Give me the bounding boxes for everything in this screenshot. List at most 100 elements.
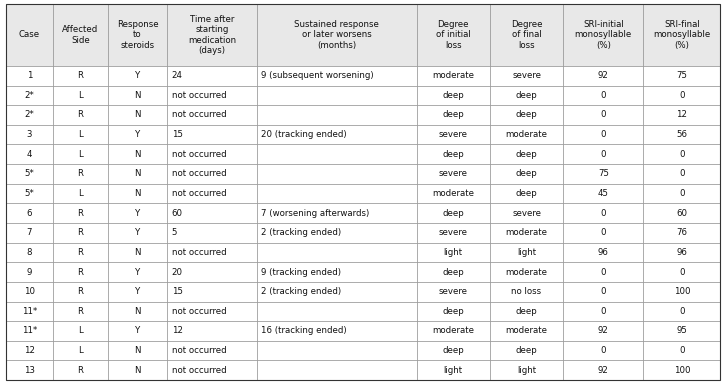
Text: moderate: moderate [505, 228, 547, 237]
Bar [490, 164, 563, 184]
Bar [643, 321, 720, 341]
Bar [108, 321, 167, 341]
Text: 96: 96 [677, 248, 688, 257]
Bar [257, 243, 417, 262]
Bar [257, 125, 417, 144]
Bar [563, 164, 643, 184]
Text: 15: 15 [171, 287, 182, 296]
Text: 12: 12 [24, 346, 35, 355]
Text: 92: 92 [598, 71, 608, 80]
Text: 0: 0 [600, 150, 606, 159]
Bar [53, 301, 108, 321]
Bar [257, 262, 417, 282]
Bar [490, 361, 563, 380]
Text: 24: 24 [171, 71, 182, 80]
Bar [53, 86, 108, 105]
Bar [563, 203, 643, 223]
Text: R: R [78, 248, 83, 257]
Bar [643, 4, 720, 66]
Text: moderate: moderate [505, 267, 547, 277]
Bar [490, 184, 563, 203]
Bar [643, 66, 720, 86]
Bar [53, 262, 108, 282]
Bar [257, 203, 417, 223]
Bar [108, 243, 167, 262]
Bar [490, 125, 563, 144]
Bar [643, 262, 720, 282]
Text: Case: Case [19, 30, 40, 39]
Bar [53, 184, 108, 203]
Bar [53, 203, 108, 223]
Text: light: light [517, 248, 536, 257]
Text: N: N [134, 91, 141, 100]
Text: 2*: 2* [25, 110, 34, 120]
Bar [108, 164, 167, 184]
Bar [167, 282, 257, 301]
Text: 0: 0 [679, 91, 685, 100]
Bar [108, 203, 167, 223]
Text: 75: 75 [677, 71, 688, 80]
Bar [53, 66, 108, 86]
Bar [6, 164, 53, 184]
Text: severe: severe [439, 287, 468, 296]
Text: not occurred: not occurred [171, 248, 227, 257]
Text: 45: 45 [597, 189, 609, 198]
Bar [563, 223, 643, 243]
Bar [167, 4, 257, 66]
Bar [53, 321, 108, 341]
Text: severe: severe [439, 169, 468, 178]
Text: deep: deep [442, 209, 464, 218]
Bar [167, 66, 257, 86]
Text: not occurred: not occurred [171, 189, 227, 198]
Bar [417, 361, 490, 380]
Text: 0: 0 [600, 287, 606, 296]
Text: Response
to
steroids: Response to steroids [117, 20, 158, 50]
Text: 75: 75 [597, 169, 609, 178]
Text: 0: 0 [600, 130, 606, 139]
Text: 3: 3 [27, 130, 32, 139]
Bar [563, 301, 643, 321]
Bar [108, 262, 167, 282]
Bar [643, 105, 720, 125]
Bar [6, 66, 53, 86]
Bar [257, 86, 417, 105]
Bar [643, 341, 720, 361]
Bar [167, 321, 257, 341]
Text: 76: 76 [677, 228, 688, 237]
Bar [257, 341, 417, 361]
Text: R: R [78, 209, 83, 218]
Text: 5*: 5* [25, 189, 34, 198]
Bar [257, 105, 417, 125]
Bar [167, 86, 257, 105]
Bar [108, 144, 167, 164]
Bar [257, 66, 417, 86]
Text: moderate: moderate [432, 189, 474, 198]
Text: 4: 4 [27, 150, 32, 159]
Text: 0: 0 [679, 150, 685, 159]
Bar [108, 125, 167, 144]
Text: SRI-final
monosyllable
(%): SRI-final monosyllable (%) [653, 20, 711, 50]
Bar [417, 341, 490, 361]
Text: deep: deep [515, 169, 537, 178]
Text: L: L [78, 130, 83, 139]
Bar [643, 203, 720, 223]
Text: Sustained response
or later worsens
(months): Sustained response or later worsens (mon… [295, 20, 379, 50]
Bar [417, 301, 490, 321]
Bar [53, 4, 108, 66]
Bar [417, 105, 490, 125]
Bar [563, 105, 643, 125]
Bar [563, 66, 643, 86]
Text: deep: deep [515, 150, 537, 159]
Text: 20: 20 [171, 267, 182, 277]
Bar [257, 223, 417, 243]
Text: 0: 0 [600, 209, 606, 218]
Text: L: L [78, 327, 83, 335]
Text: Y: Y [135, 327, 140, 335]
Bar [563, 4, 643, 66]
Bar [643, 282, 720, 301]
Bar [167, 301, 257, 321]
Text: L: L [78, 91, 83, 100]
Text: 11*: 11* [22, 307, 37, 316]
Bar [563, 262, 643, 282]
Bar [490, 262, 563, 282]
